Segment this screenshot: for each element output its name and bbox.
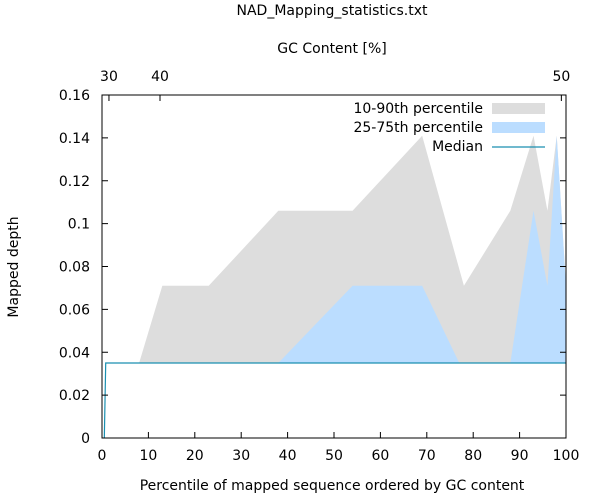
- y-tick-label: 0.06: [59, 302, 90, 318]
- legend: 10-90th percentile 25-75th percentile Medi…: [353, 101, 545, 155]
- y-tick-label: 0.08: [59, 260, 90, 276]
- x-tick-label: 100: [553, 448, 580, 464]
- median-line-group: [103, 362, 566, 439]
- x-tick-label: 40: [279, 448, 297, 464]
- x-tick-label: 0: [98, 448, 107, 464]
- band-area-2: [278, 135, 566, 363]
- y-tick-label: 0.16: [59, 88, 90, 104]
- x-tick-label: 50: [325, 448, 343, 464]
- y-tick-label: 0.12: [59, 174, 90, 190]
- axes: 0 0.02 0.04 0.06 0.08 0.1 0.12 0.14 0.16 0 10 20 30 4…: [59, 69, 580, 464]
- x-tick-label: 30: [232, 448, 250, 464]
- top-axis-label: GC Content [%]: [277, 41, 386, 57]
- y-tick-label: 0.04: [59, 345, 90, 361]
- y-tick-label: 0.02: [59, 388, 90, 404]
- x-tick-label: 70: [418, 448, 436, 464]
- bands: [139, 135, 566, 363]
- x-axis-label: Percentile of mapped sequence ordered by…: [140, 478, 525, 494]
- x-tick-label: 20: [186, 448, 204, 464]
- x2-tick-label: 40: [151, 69, 169, 85]
- y-axis-label: Mapped depth: [6, 216, 22, 317]
- legend-label: 10-90th percentile: [353, 101, 483, 117]
- legend-swatch: [492, 122, 545, 133]
- legend-swatch: [492, 103, 545, 114]
- x2-tick-label: 50: [552, 69, 570, 85]
- median-line: [103, 362, 566, 439]
- y-tick-label: 0.1: [68, 217, 90, 233]
- y-tick-label: 0: [81, 431, 90, 447]
- chart-title: NAD_Mapping_statistics.txt: [236, 3, 428, 19]
- legend-label: 25-75th percentile: [353, 120, 483, 136]
- band-area-1: [139, 135, 566, 363]
- legend-label: Median: [432, 139, 483, 155]
- x-tick-label: 60: [371, 448, 389, 464]
- x-tick-label: 80: [464, 448, 482, 464]
- x-tick-label: 10: [139, 448, 157, 464]
- x2-tick-label: 30: [100, 69, 118, 85]
- x-tick-label: 90: [511, 448, 529, 464]
- y-tick-label: 0.14: [59, 131, 90, 147]
